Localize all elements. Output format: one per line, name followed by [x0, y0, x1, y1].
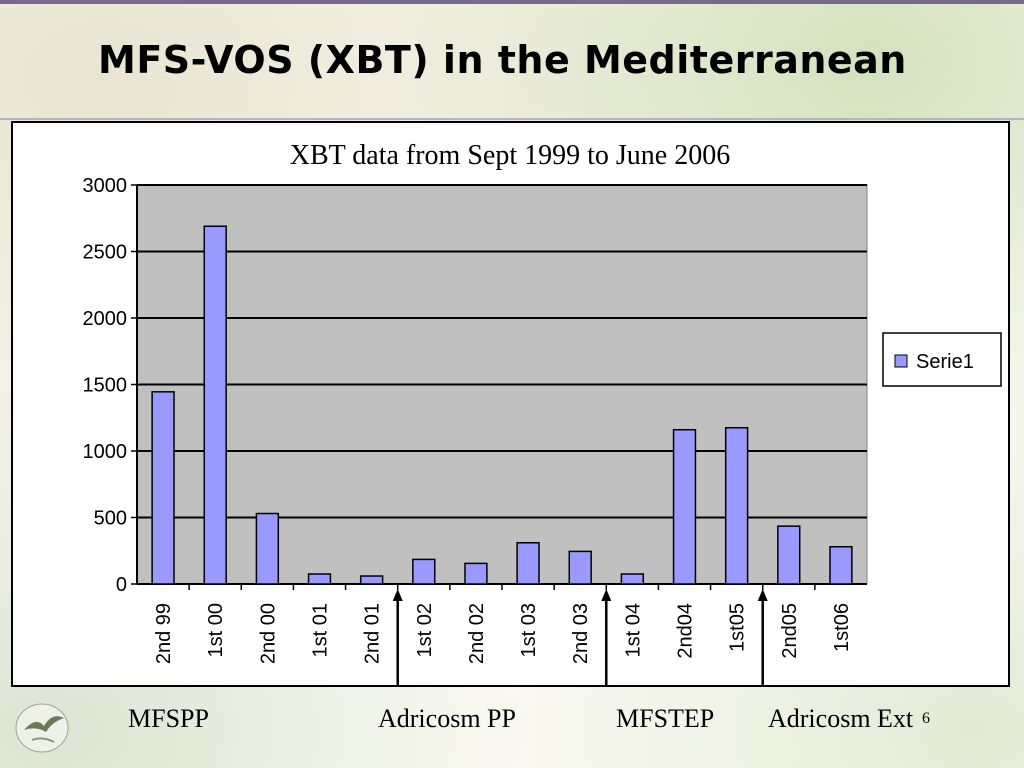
period-label-mfstep: MFSTEP	[616, 704, 715, 733]
x-tick-label: 2nd05	[779, 603, 801, 659]
top-frame-line	[0, 0, 1024, 4]
period-label-mfspp: MFSPP	[128, 704, 209, 733]
x-tick-label: 1st 04	[622, 603, 644, 657]
period-label-adricosm-ext: Adricosm Ext	[768, 704, 914, 733]
x-tick-label: 2nd 01	[362, 603, 384, 664]
bar	[724, 426, 749, 585]
x-tick-label: 1st 03	[518, 603, 540, 657]
legend: Serie1	[882, 332, 1002, 387]
y-tick-label: 0	[116, 574, 127, 596]
bar	[151, 391, 175, 585]
bar-chart: XBT data from Sept 1999 to June 2006 0 50…	[83, 140, 1002, 685]
x-tick-label: 1st 00	[205, 603, 227, 657]
x-tick-label: 1st06	[831, 603, 853, 652]
x-tick-label: 2nd 99	[153, 603, 175, 664]
period-separator-arrowhead	[601, 589, 612, 601]
bar	[516, 542, 540, 585]
bar	[777, 525, 801, 585]
x-tick-label: 2nd 03	[570, 603, 592, 664]
seagull-logo	[15, 703, 69, 753]
chart-title: XBT data from Sept 1999 to June 2006	[290, 140, 730, 171]
legend-swatch	[894, 354, 908, 368]
bar	[255, 512, 280, 585]
title-divider	[0, 118, 1024, 120]
x-tick-label: 2nd04	[675, 603, 697, 659]
y-tick-label: 1000	[83, 441, 128, 463]
x-tick-label: 1st 01	[310, 603, 332, 657]
x-tick-label: 1st 02	[414, 603, 436, 657]
period-separator-arrowhead	[392, 589, 403, 601]
bar	[307, 573, 332, 585]
y-tick-label: 2500	[83, 242, 128, 264]
period-separator-arrowhead	[757, 589, 768, 601]
bar	[412, 558, 436, 585]
y-tick-label: 500	[94, 508, 127, 530]
bar	[203, 225, 227, 585]
page-number: 6	[922, 710, 930, 727]
y-tick-label: 1500	[83, 375, 128, 397]
bar	[672, 428, 697, 585]
bar	[359, 575, 384, 585]
slide-title: MFS-VOS (XBT) in the Mediterranean	[98, 38, 907, 82]
x-tick-label: 1st05	[727, 603, 749, 652]
bar	[568, 550, 592, 585]
bar	[829, 546, 853, 585]
bar	[464, 562, 488, 585]
chart-container: XBT data from Sept 1999 to June 2006 0 50…	[11, 121, 1010, 687]
x-tick-label: 2nd 00	[257, 603, 279, 664]
legend-label: Serie1	[916, 351, 974, 373]
x-tick-label: 2nd 02	[466, 603, 488, 664]
y-tick-label: 2000	[83, 308, 128, 330]
period-label-adricosm-pp: Adricosm PP	[378, 704, 516, 733]
y-tick-label: 3000	[83, 175, 128, 197]
bar	[620, 573, 645, 585]
